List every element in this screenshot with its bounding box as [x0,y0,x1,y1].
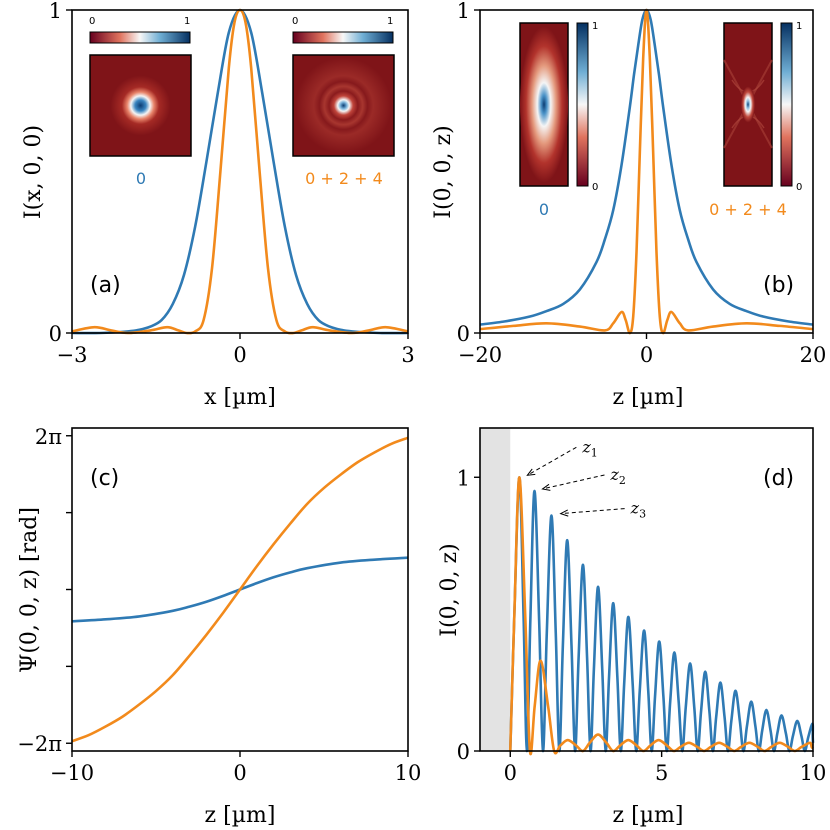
panel-a-inset-0: 0 1 0 [89,16,192,188]
panel-b-yticks: 01 [457,0,480,346]
series-line-orange [508,475,815,756]
panel-c: −10 0 10 −2π 2π (c) z [µm] Ψ(0, 0, z) [rad] [17,425,421,828]
x-tick-label: −3 [57,343,88,367]
annotation-arrow [560,508,625,515]
panel-a-ylabel: I(x, 0, 0) [21,125,46,219]
panel-c-xlabel: z [µm] [205,803,276,828]
panel-d-xlabel: z [µm] [613,803,684,828]
panel-a-yticks: 01 [49,0,72,346]
annotation-subscript: 2 [619,474,626,487]
panel-b-inset-0: 1 0 0 [519,21,598,219]
x-tick-label: 0 [233,343,246,367]
panel-d-shaded-region [480,428,511,751]
panel-b-xticks: −20 0 20 [458,333,827,367]
x-tick-label: 20 [800,343,827,367]
panel-d-series [508,475,815,756]
inset-spot [741,86,755,123]
colorbar-max-label: 1 [387,16,393,27]
panel-c-xticks: −10 0 10 [50,751,422,785]
panel-b-xlabel: z [µm] [613,385,684,410]
inset-caption: 0 [539,200,549,219]
y-tick-label: 2π [35,425,62,449]
annotation-arrowhead [541,483,551,491]
annotation-label: z3 [630,499,646,521]
panel-d-frame [479,427,814,752]
y-tick-label: 0 [457,740,470,764]
colorbar-min-label: 0 [292,16,298,27]
panel-b: −20 0 20 01 (b) z [µm] I(0, 0, z) 1 0 0 1 … [431,0,826,410]
panel-c-series [71,436,409,743]
colorbar-max-label: 1 [592,21,598,32]
y-tick-label: 1 [457,0,470,23]
x-tick-label: 3 [401,343,414,367]
panel-d-ylabel: I(0, 0, z) [437,543,462,636]
y-tick-label: 1 [457,466,470,490]
annotation-label: z2 [609,465,625,487]
x-tick-label: 0 [640,343,653,367]
panel-a-xlabel: x [µm] [204,385,276,410]
inset-spot [295,57,392,154]
x-tick-label: 10 [800,761,827,785]
inset-spot [520,26,568,183]
panel-c-ylabel: Ψ(0, 0, z) [rad] [17,507,42,673]
panel-c-yticks: −2π 2π [17,425,72,756]
annotation-arrow [542,474,605,490]
y-tick-label: −2π [17,732,62,756]
series-line-blue [508,475,815,753]
panel-c-label: (c) [90,466,119,491]
x-tick-label: 5 [655,761,668,785]
x-tick-label: 10 [395,761,422,785]
panel-a-label: (a) [90,273,121,298]
y-tick-label: 1 [49,0,62,23]
panel-d-yticks: 01 [457,466,480,764]
panel-b-frame [479,9,814,334]
x-tick-label: −20 [458,343,502,367]
inset-colorbar [576,22,589,187]
annotation-arrowhead [559,509,569,517]
x-tick-label: 0 [504,761,517,785]
inset-colorbar [292,31,394,44]
x-tick-label: 0 [233,761,246,785]
colorbar-min-label: 0 [89,16,95,27]
inset-caption: 0 + 2 + 4 [709,200,787,219]
annotation-arrow [527,446,577,476]
annotation-arrowhead [526,468,536,476]
inset-colorbar [780,22,793,187]
panel-b-inset-1: 1 0 0 + 2 + 4 [709,21,802,219]
panel-a-frame [71,9,409,334]
annotation-subscript: 3 [639,508,646,521]
inset-spot [110,75,171,136]
annotation-label: z1 [581,437,597,459]
y-tick-label: 0 [49,322,62,346]
panel-a-xticks: −3 0 3 [57,333,415,367]
inset-caption: 0 + 2 + 4 [305,169,383,188]
panel-b-label: (b) [763,273,794,298]
panel-b-ylabel: I(0, 0, z) [431,125,456,218]
colorbar-max-label: 1 [184,16,190,27]
panel-d-label: (d) [763,466,794,491]
panel-a: −3 0 3 01 (a) x [µm] I(x, 0, 0) 0 1 0 0 1 … [21,0,415,410]
inset-colorbar [89,31,191,44]
series-line-orange [71,436,409,743]
x-tick-label: −10 [50,761,94,785]
panel-c-frame [71,427,409,752]
colorbar-max-label: 1 [796,21,802,32]
y-tick-label: 0 [457,322,470,346]
inset-caption: 0 [136,169,146,188]
panel-d-xticks: 0 5 10 [504,751,827,785]
annotation-subscript: 1 [591,446,598,459]
panel-a-inset-1: 0 1 0 + 2 + 4 [292,16,395,188]
colorbar-min-label: 0 [592,182,598,193]
colorbar-min-label: 0 [796,182,802,193]
